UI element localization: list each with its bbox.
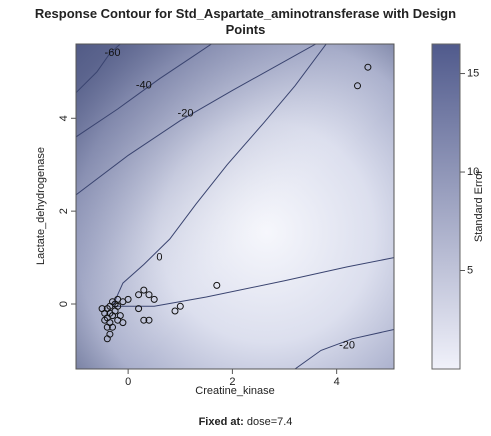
- plot-frame: [75, 43, 395, 370]
- y-tick-label: 0: [58, 301, 70, 307]
- design-point: [171, 307, 179, 315]
- y-tick-label: 2: [58, 208, 70, 214]
- colorbar-ramp: [431, 43, 461, 370]
- colorbar-tick-label: 15: [467, 67, 479, 79]
- contour-labels: -60 -40 -20 0 -20: [105, 47, 356, 352]
- design-point: [150, 295, 158, 303]
- contour-line-0: [76, 44, 121, 94]
- contour-line-5: [294, 329, 394, 369]
- contour-label-1: -40: [136, 80, 152, 92]
- contour-line-3: [112, 44, 327, 307]
- design-point: [135, 305, 143, 313]
- footnote-label: Fixed at:: [198, 416, 244, 428]
- y-tick-label: 4: [58, 115, 70, 121]
- chart-title-line2: Points: [225, 22, 266, 37]
- colorbar-tick-label: 10: [467, 166, 479, 178]
- design-point: [140, 286, 148, 294]
- design-point: [119, 319, 127, 327]
- design-point: [364, 63, 372, 71]
- contour-line-1: [76, 44, 212, 138]
- design-point: [103, 335, 111, 343]
- contour-lines: [76, 44, 394, 369]
- footnote-value: dose=7.4: [246, 416, 293, 428]
- contour-line-2: [76, 44, 317, 196]
- design-point: [354, 82, 361, 90]
- x-axis-label: Creatine_kinase: [195, 385, 275, 397]
- design-points: [98, 63, 372, 343]
- design-point: [213, 281, 221, 289]
- design-point: [145, 291, 153, 299]
- design-point: [109, 323, 116, 331]
- contour-label-0: -60: [105, 47, 121, 59]
- colorbar-label: Standard Error: [473, 170, 485, 242]
- chart-title-line1: Response Contour for Std_Aspartate_amino…: [34, 6, 457, 21]
- design-point: [103, 323, 111, 331]
- contour-label-3: 0: [156, 252, 162, 264]
- design-point: [114, 302, 122, 310]
- colorbar: 5 10 15: [431, 43, 479, 370]
- plot-area: [76, 44, 394, 369]
- design-point: [140, 316, 148, 324]
- x-tick-label: 2: [229, 376, 235, 388]
- contour-label-2: -20: [178, 108, 194, 120]
- design-point: [135, 291, 143, 299]
- design-point: [116, 312, 124, 320]
- contour-label-4: -20: [339, 340, 355, 352]
- design-point: [145, 316, 153, 324]
- design-point: [176, 302, 184, 310]
- design-point: [98, 305, 106, 313]
- footnote: Fixed at: dose=7.4: [0, 416, 491, 428]
- colorbar-tick-label: 5: [467, 264, 473, 276]
- x-tick-label: 4: [334, 376, 340, 388]
- contour-line-4: [112, 257, 394, 307]
- x-tick-label: 0: [125, 376, 131, 388]
- y-axis: 0 2 4: [58, 115, 76, 307]
- x-axis: 0 2 4: [125, 369, 340, 388]
- y-axis-label: Lactate_dehydrogenase: [35, 147, 47, 265]
